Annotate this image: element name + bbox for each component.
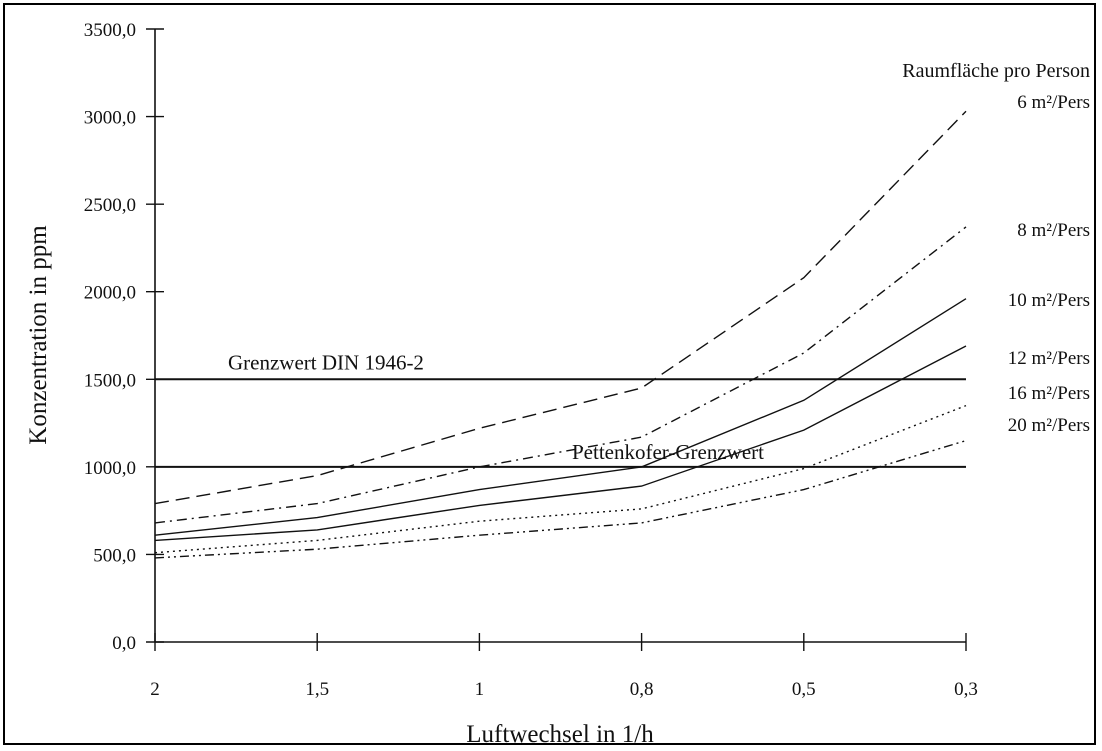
series-label: 16 m²/Pers (1008, 383, 1090, 404)
x-tick-label: 0,3 (954, 679, 978, 700)
reference-line-label: Grenzwert DIN 1946-2 (228, 350, 424, 374)
y-tick-label: 2500,0 (84, 195, 136, 216)
labels: Raumfläche pro Person 6 m²/Pers 8 m²/Pers 1… (902, 60, 1090, 436)
y-tick-label: 3000,0 (84, 108, 136, 129)
series-label: 6 m²/Pers (1017, 92, 1090, 113)
reference-line-label: Pettenkofer-Grenzwert (572, 440, 764, 464)
x-tick-label: 0,5 (792, 679, 816, 700)
series-line-2 (154, 226, 967, 524)
y-tick-label: 0,0 (112, 633, 136, 654)
reference-lines: Grenzwert DIN 1946-2 Pettenkofer-Grenzwer… (155, 350, 966, 468)
series-label: 8 m²/Pers (1017, 220, 1090, 241)
y-tick-label: 1500,0 (84, 370, 136, 391)
series-label: 10 m²/Pers (1008, 290, 1090, 311)
series-lines (154, 110, 967, 559)
series-line-5 (154, 404, 967, 554)
y-tick-label: 1000,0 (84, 458, 136, 479)
x-tick-label: 1,5 (305, 679, 329, 700)
x-tick-label: 1 (475, 679, 485, 700)
y-tick-label: 2000,0 (84, 283, 136, 304)
chart-frame (3, 3, 1096, 745)
y-tick-label: 500,0 (93, 545, 136, 566)
series-line-6 (154, 439, 967, 559)
series-label: 20 m²/Pers (1008, 415, 1090, 436)
x-tick-label: 0,8 (630, 679, 654, 700)
legend-title: Raumfläche pro Person (902, 60, 1090, 82)
series-label: 12 m²/Pers (1008, 348, 1090, 369)
axes: 0,0 500,0 1000,0 1500,0 2000,0 2500,0 3000,0 35… (25, 20, 978, 748)
series-line-4 (154, 345, 967, 542)
series-line-1 (154, 110, 967, 505)
y-axis-title: Konzentration in ppm (25, 225, 52, 445)
x-axis-title: Luftwechsel in 1/h (466, 721, 654, 748)
x-tick-label: 2 (150, 679, 160, 700)
series-line-3 (154, 298, 967, 536)
y-tick-label: 3500,0 (84, 20, 136, 41)
